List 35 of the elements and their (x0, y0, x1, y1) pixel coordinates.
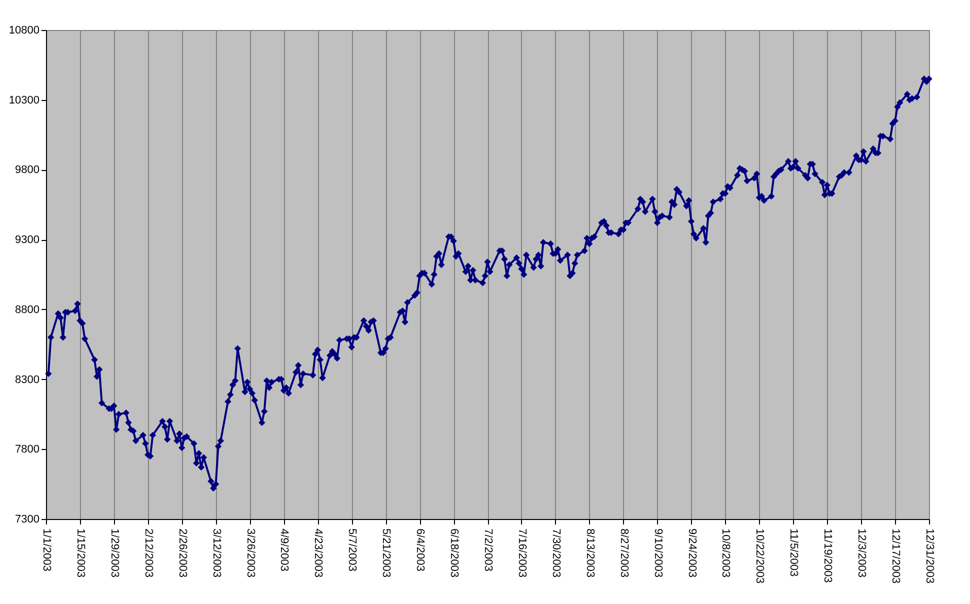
y-tick-label: 8300 (15, 374, 40, 386)
y-tick-label: 9300 (15, 234, 40, 246)
y-tick-label: 7300 (15, 514, 40, 526)
x-tick-label: 3/26/2003 (244, 528, 256, 578)
x-tick-label: 9/24/2003 (686, 528, 698, 578)
x-tick-label: 5/21/2003 (380, 528, 392, 578)
x-tick-label: 4/9/2003 (278, 528, 290, 572)
y-tick-label: 10800 (8, 24, 40, 36)
x-tick-label: 6/18/2003 (448, 528, 460, 578)
x-tick-label: 8/13/2003 (584, 528, 596, 578)
y-tick-label: 7800 (15, 444, 40, 456)
x-tick-label: 2/26/2003 (176, 528, 188, 578)
y-tick-label: 10300 (8, 94, 40, 106)
x-tick-label: 1/29/2003 (108, 528, 120, 578)
x-tick-label: 6/4/2003 (414, 528, 426, 572)
x-tick-label: 11/19/2003 (822, 528, 834, 583)
x-tick-label: 2/12/2003 (142, 528, 154, 578)
x-tick-label: 12/3/2003 (856, 528, 868, 578)
x-tick-label: 7/2/2003 (482, 528, 494, 572)
y-tick-label: 9800 (15, 164, 40, 176)
x-tick-label: 1/15/2003 (74, 528, 86, 578)
x-tick-label: 10/22/2003 (754, 528, 766, 584)
x-tick-label: 10/8/2003 (720, 528, 732, 578)
x-tick-label: 3/12/2003 (210, 528, 222, 578)
x-tick-label: 1/1/2003 (40, 528, 52, 572)
x-tick-label: 12/31/2003 (924, 528, 936, 584)
x-tick-label: 11/5/2003 (788, 528, 800, 577)
x-tick-label: 7/16/2003 (516, 528, 528, 578)
x-tick-label: 12/17/2003 (890, 528, 902, 584)
x-tick-label: 9/10/2003 (652, 528, 664, 578)
x-tick-label: 4/23/2003 (312, 528, 324, 578)
x-tick-label: 5/7/2003 (346, 528, 358, 572)
y-tick-label: 8800 (15, 304, 40, 316)
x-tick-label: 8/27/2003 (618, 528, 630, 578)
x-tick-label: 7/30/2003 (550, 528, 562, 578)
